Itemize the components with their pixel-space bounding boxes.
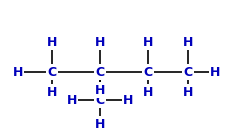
Text: H: H (122, 93, 133, 107)
Text: H: H (94, 36, 105, 49)
Text: C: C (143, 65, 152, 78)
Text: H: H (182, 86, 192, 99)
Text: C: C (183, 65, 192, 78)
Text: H: H (47, 86, 57, 99)
Text: H: H (142, 36, 153, 49)
Text: C: C (95, 65, 104, 78)
Text: H: H (142, 86, 153, 99)
Text: H: H (94, 84, 105, 97)
Text: H: H (182, 36, 192, 49)
Text: C: C (95, 93, 104, 107)
Text: H: H (66, 93, 77, 107)
Text: C: C (47, 65, 56, 78)
Text: H: H (94, 117, 105, 130)
Text: H: H (209, 65, 219, 78)
Text: H: H (47, 36, 57, 49)
Text: H: H (13, 65, 23, 78)
